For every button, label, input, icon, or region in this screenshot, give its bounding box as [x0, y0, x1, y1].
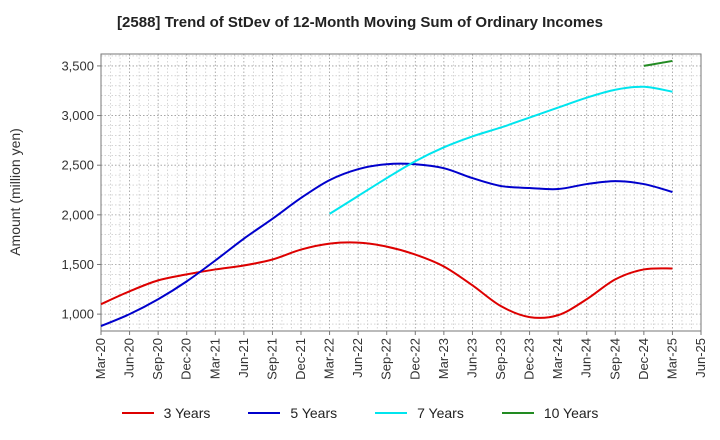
y-tick-label: 3,500	[61, 58, 94, 73]
x-tick-label: Jun-20	[122, 338, 137, 378]
legend-label: 10 Years	[543, 405, 599, 421]
x-tick-label: Mar-24	[550, 338, 565, 379]
legend-swatch	[121, 412, 154, 414]
legend-item: 5 Years	[248, 405, 337, 421]
series-line-5-years	[100, 162, 673, 327]
x-tick-label: Mar-21	[207, 338, 222, 379]
x-tick-label: Dec-24	[636, 338, 651, 380]
y-axis-ticks: 1,000 1,500 2,000 2,500 3,000 3,500	[61, 58, 101, 322]
y-axis-label: Amount (million yen)	[7, 128, 23, 256]
x-tick-label: Mar-25	[664, 338, 679, 379]
x-tick-label: Dec-23	[522, 338, 537, 380]
y-tick-label: 2,000	[61, 207, 94, 222]
legend: 3 Years 5 Years 7 Years 10 Years	[0, 405, 720, 421]
x-tick-label: Jun-21	[236, 338, 251, 378]
legend-swatch	[375, 412, 408, 414]
legend-item: 7 Years	[375, 405, 464, 421]
x-tick-label: Dec-20	[179, 338, 194, 380]
plot-area-border	[100, 53, 702, 332]
chart-title: [2588] Trend of StDev of 12-Month Moving…	[117, 14, 603, 31]
x-tick-label: Sep-24	[607, 338, 622, 380]
y-tick-label: 2,500	[61, 158, 94, 173]
legend-swatch	[248, 412, 281, 414]
x-tick-label: Mar-23	[436, 338, 451, 379]
legend-item: 10 Years	[501, 405, 599, 421]
x-tick-label: Sep-22	[379, 338, 394, 380]
x-tick-label: Dec-21	[293, 338, 308, 380]
x-tick-label: Dec-22	[407, 338, 422, 380]
x-tick-label: Sep-20	[150, 338, 165, 380]
series-lines	[100, 59, 673, 327]
series-line-10-years	[643, 59, 673, 67]
x-tick-label: Mar-22	[322, 338, 337, 379]
series-line-3-years	[100, 241, 673, 319]
legend-swatch	[501, 412, 534, 414]
y-tick-label: 3,000	[61, 108, 94, 123]
y-tick-label: 1,500	[61, 257, 94, 272]
x-tick-label: Sep-23	[493, 338, 508, 380]
y-tick-label: 1,000	[61, 307, 94, 322]
x-tick-label: Jun-22	[350, 338, 365, 378]
legend-label: 5 Years	[290, 405, 338, 421]
legend-label: 7 Years	[417, 405, 464, 421]
x-tick-label: Jun-23	[464, 338, 479, 378]
series-line-7-years	[329, 85, 673, 215]
grid-lines	[100, 54, 702, 331]
x-tick-label: Jun-25	[693, 338, 708, 378]
legend-label: 3 Years	[163, 405, 211, 421]
legend-item: 3 Years	[121, 405, 211, 421]
x-tick-label: Sep-21	[264, 338, 279, 380]
x-axis-ticks: Mar-20 Jun-20 Sep-20 Dec-20 Mar-21 Jun-21 Sep-…	[93, 331, 708, 380]
x-tick-label: Jun-24	[579, 338, 594, 378]
x-tick-label: Mar-20	[93, 338, 108, 379]
